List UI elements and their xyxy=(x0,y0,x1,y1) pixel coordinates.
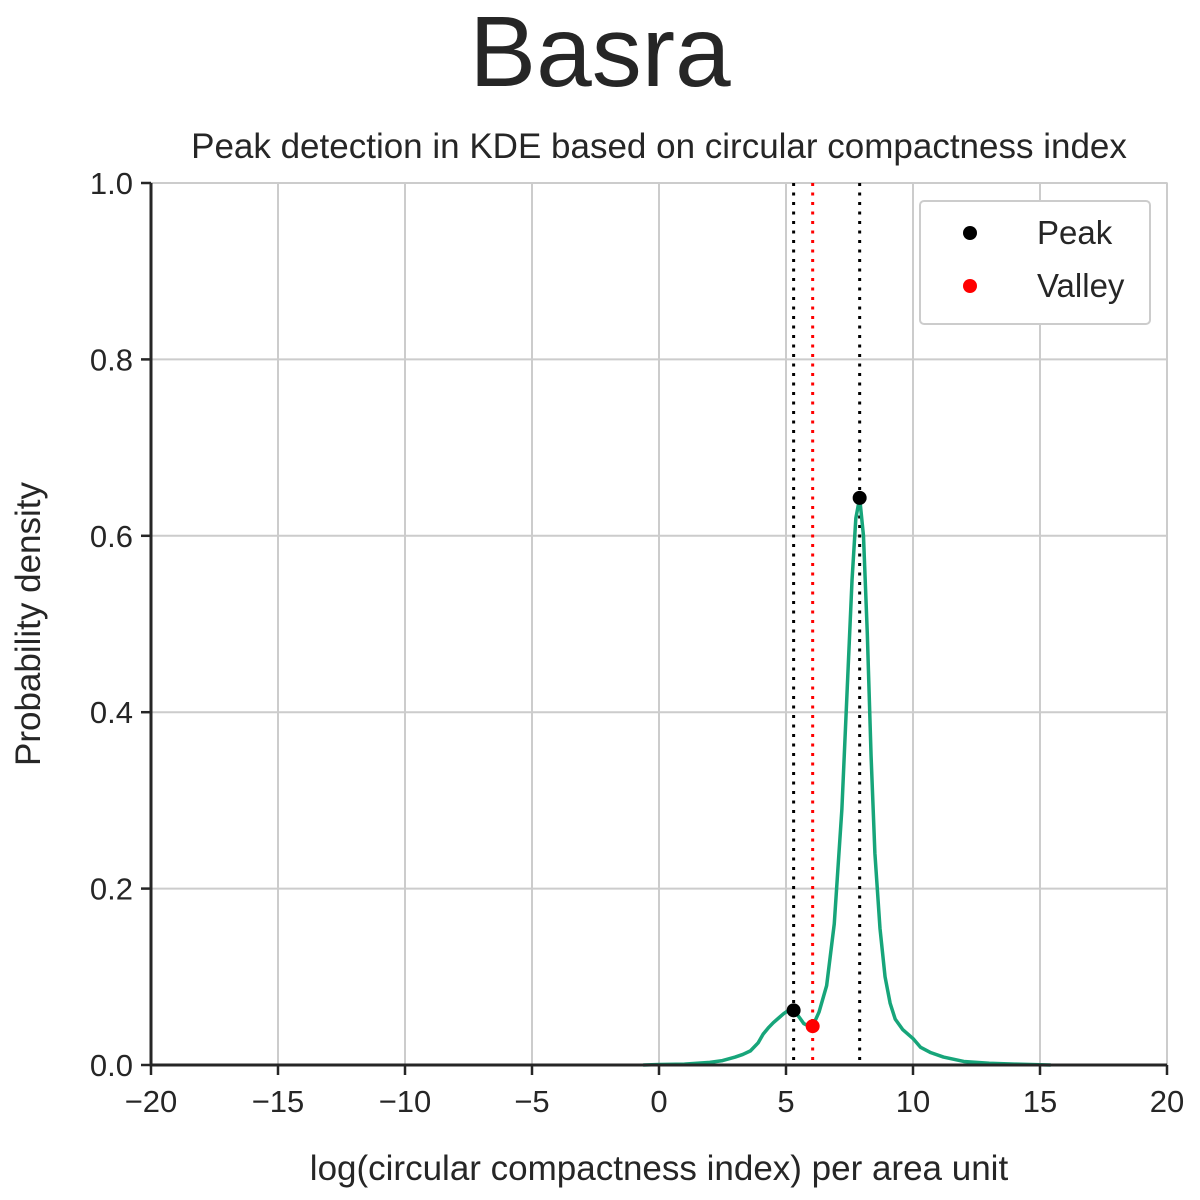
kde-curve xyxy=(642,496,1052,1067)
peak-point xyxy=(852,490,867,505)
x-tick-label: −5 xyxy=(514,1084,549,1119)
legend-box xyxy=(919,200,1151,325)
peak-legend-marker xyxy=(963,226,977,240)
axes: −20 −15 −10 −5 0 5 10 15 20 0.0 0.2 0.4 0.6 0.8 1.0 xyxy=(90,166,1184,1119)
chart-title: Peak detection in KDE based on circular … xyxy=(191,127,1127,166)
y-tick-label: 0.0 xyxy=(90,1048,133,1083)
x-tick-label: 10 xyxy=(896,1084,930,1119)
series-layer xyxy=(642,490,1052,1067)
x-tick-label: −15 xyxy=(252,1084,305,1119)
valley-legend-label: Valley xyxy=(1037,267,1125,304)
y-tick-label: 0.6 xyxy=(90,519,133,554)
x-tick-label: 5 xyxy=(777,1084,794,1119)
x-tick-label: 20 xyxy=(1150,1084,1184,1119)
x-tick-label: −20 xyxy=(125,1084,178,1119)
x-axis-label: log(circular compactness index) per area… xyxy=(310,1149,1009,1188)
x-tick-label: −10 xyxy=(379,1084,432,1119)
peak-legend-label: Peak xyxy=(1037,214,1113,251)
y-tick-label: 1.0 xyxy=(90,166,133,201)
valley-legend-marker xyxy=(963,279,977,293)
figure-suptitle: Basra xyxy=(469,0,731,108)
y-tick-label: 0.2 xyxy=(90,872,133,907)
x-tick-label: 0 xyxy=(650,1084,667,1119)
x-tick-label: 15 xyxy=(1023,1084,1057,1119)
legend: Peak Valley xyxy=(919,200,1151,325)
y-axis-label: Probability density xyxy=(9,481,48,766)
valley-point xyxy=(805,1019,820,1034)
peak-point xyxy=(786,1003,801,1018)
y-tick-label: 0.8 xyxy=(90,342,133,377)
y-tick-label: 0.4 xyxy=(90,695,133,730)
